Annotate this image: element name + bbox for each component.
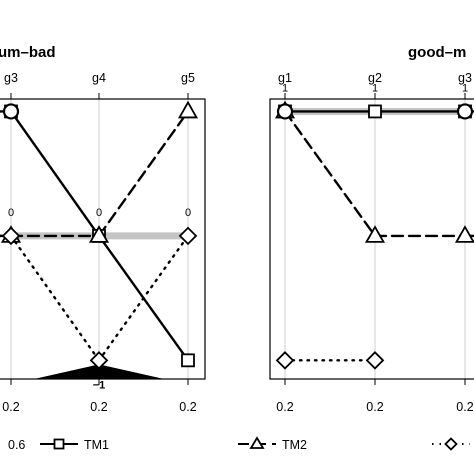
series-2-segment [283,110,377,238]
point-circle-g3 [2,103,20,120]
point-diamond-g4 [89,351,109,370]
value-label-g2: 1 [372,82,378,94]
value-label-g4: 0 [96,207,102,219]
series-3-segment [9,234,101,362]
legend-label-1: 0.6 [8,438,25,452]
point-triangle-g5 [177,100,199,119]
value-label-g1: 1 [282,82,288,94]
point-circle-g3 [456,103,474,120]
bottom-tick-label-g3: 0.2 [456,400,473,414]
legend-marker-square [53,438,65,450]
top-tick-label-g5: g5 [181,71,195,85]
series-2-segment [97,110,190,238]
top-tick-label-g1: g1 [278,71,292,85]
legend: 0.6 TM1 TM2 [8,436,470,452]
series-1-segment [9,110,101,238]
legend-marker-triangle [249,436,265,449]
bottom-tick-label-g3: 0.2 [2,400,19,414]
top-tick-label-g3: g3 [4,71,18,85]
bottom-tick-label-g4: 0.2 [90,400,107,414]
series-3-segment [97,234,190,362]
point-triangle-g2 [364,225,386,243]
value-label-g3: 1 [462,82,468,94]
bottom-tick-label-g2: 0.2 [366,400,383,414]
point-square-g5 [181,353,195,368]
point-triangle-g4 [88,225,110,243]
bottom-tick-label-g1: 0.2 [276,400,293,414]
top-tick-label-g4: g4 [92,71,106,85]
legend-label-2: TM1 [84,438,109,452]
point-triangle-g3 [454,225,474,243]
top-tick-label-g2: g2 [368,71,382,85]
point-diamond-g1 [275,351,295,370]
point-diamond-g5 [178,226,198,246]
panel-1: 0 0 0 −1 g3 g4 g5 0.2 0.2 0.2 [0,71,206,414]
point-diamond-g2 [365,351,385,370]
legend-marker-diamond [444,437,458,451]
panel-2-title: good–m [408,44,466,61]
top-tick-label-g3: g3 [458,71,472,85]
value-label-g4: −1 [93,379,106,391]
point-diamond-g3 [1,226,21,246]
legend-label-3: TM2 [282,438,307,452]
panel-2: 1 1 1g1 g2 g30.2 0.2 0.2 [269,71,474,414]
value-label-g5: 0 [185,207,191,219]
panel-frame [269,98,474,380]
point-circle-g1 [276,103,294,120]
negative-indicator [34,364,164,379]
value-label-g3: 0 [8,207,14,219]
panel-1-title: um–bad [0,44,56,61]
bottom-tick-label-g5: 0.2 [179,400,196,414]
point-square-g2 [368,104,382,119]
panel-frame [0,98,206,380]
